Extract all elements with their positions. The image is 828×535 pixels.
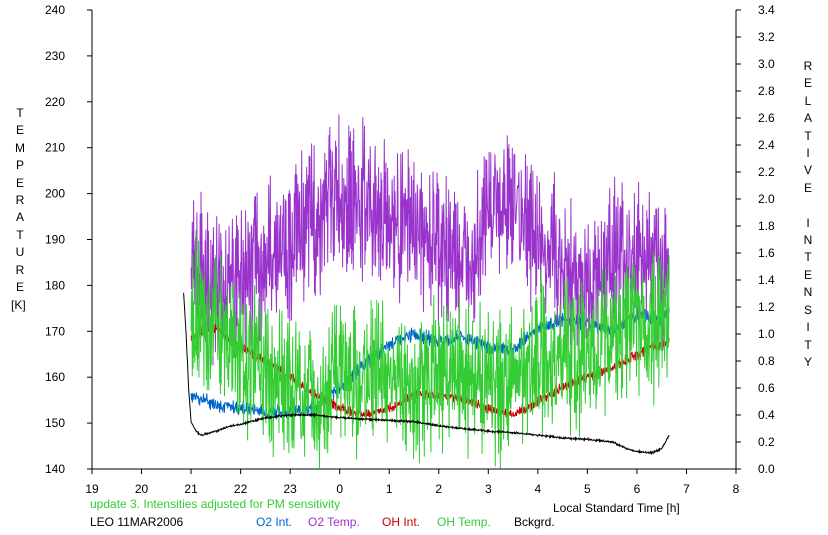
y-tick-label-left: 200 (45, 187, 65, 201)
x-tick-label: 3 (485, 482, 492, 496)
label-char: T (804, 250, 812, 265)
y-tick-label-right: 2.6 (758, 111, 775, 125)
y-tick-label-left: 230 (45, 49, 65, 63)
label-char: T (804, 128, 812, 143)
label-char: E (803, 267, 812, 282)
legend-item: OH Int. (382, 515, 421, 529)
y-tick-label-right: 1.0 (758, 327, 775, 341)
y-tick-label-right: 0.0 (758, 462, 775, 476)
y-tick-label-left: 160 (45, 370, 65, 384)
label-char: E (15, 280, 24, 295)
x-axis-label: Local Standard Time [h] (553, 501, 680, 515)
label-char: M (15, 140, 25, 155)
y-tick-label-right: 2.0 (758, 192, 775, 206)
legend-item: Bckgrd. (514, 515, 555, 529)
label-char: I (806, 215, 810, 230)
y-tick-label-right: 3.4 (758, 3, 775, 17)
y-tick-label-left: 240 (45, 3, 65, 17)
x-tick-label: 2 (435, 482, 442, 496)
y-tick-label-right: 2.4 (758, 138, 775, 152)
x-tick-label: 23 (283, 482, 297, 496)
y-tick-label-right: 3.0 (758, 57, 775, 71)
y-tick-label-left: 220 (45, 95, 65, 109)
y-tick-label-left: 190 (45, 233, 65, 247)
y-tick-label-left: 140 (45, 462, 65, 476)
x-tick-label: 21 (184, 482, 198, 496)
y-tick-label-right: 2.2 (758, 165, 775, 179)
x-tick-label: 8 (733, 482, 740, 496)
x-tick-label: 0 (336, 482, 343, 496)
label-char: U (15, 245, 25, 260)
x-tick-label: 20 (135, 482, 149, 496)
y-tick-label-left: 150 (45, 416, 65, 430)
x-tick-label: 22 (234, 482, 248, 496)
label-char: R (15, 262, 25, 277)
label-char: S (803, 302, 812, 317)
y-tick-label-right: 0.8 (758, 354, 775, 368)
label-char: T (16, 227, 24, 242)
label-char: A (803, 111, 812, 126)
label-char: N (803, 285, 813, 300)
legend-item: O2 Temp. (308, 515, 360, 529)
x-tick-label: 5 (584, 482, 591, 496)
label-char: E (15, 175, 24, 190)
x-tick-label: 1 (386, 482, 393, 496)
legend-item: OH Temp. (437, 515, 491, 529)
y-tick-label-left: 180 (45, 278, 65, 292)
series-line-oh-temp- (190, 230, 670, 470)
label-char: A (15, 210, 24, 225)
y-tick-label-right: 1.6 (758, 246, 775, 260)
label-char: V (803, 163, 812, 178)
label-char: Y (803, 354, 812, 369)
label-char: E (803, 76, 812, 91)
label-char: R (15, 193, 25, 208)
x-tick-label: 7 (683, 482, 690, 496)
annotation-date: LEO 11MAR2006 (90, 515, 184, 529)
y-tick-label-right: 1.8 (758, 219, 775, 233)
legend-item: O2 Int. (256, 515, 293, 529)
label-char: I (806, 320, 810, 335)
y-tick-label-left: 170 (45, 324, 65, 338)
tick-labels: 1401501601701801902002102202302400.00.20… (45, 3, 775, 496)
y-tick-label-right: 0.2 (758, 435, 775, 449)
label-char: R (803, 59, 813, 73)
series-line-bckgrd- (183, 292, 670, 456)
series-group (183, 114, 670, 470)
y-tick-label-right: 0.4 (758, 408, 775, 422)
y-tick-label-right: 2.8 (758, 84, 775, 98)
y-tick-label-right: 0.6 (758, 381, 775, 395)
y-tick-label-right: 1.2 (758, 300, 775, 314)
label-char (798, 197, 818, 214)
label-char: T (16, 106, 24, 120)
y-tick-label-left: 210 (45, 141, 65, 155)
label-char: P (15, 158, 24, 173)
x-tick-label: 19 (85, 482, 99, 496)
y-axis-unit-left: [K] (11, 298, 26, 312)
label-char: T (804, 337, 812, 352)
label-char: E (803, 180, 812, 195)
y-tick-label-right: 1.4 (758, 273, 775, 287)
label-char: L (804, 93, 812, 108)
x-tick-label: 4 (535, 482, 542, 496)
axes (87, 9, 741, 474)
label-char: E (15, 123, 24, 138)
x-tick-label: 6 (634, 482, 641, 496)
label-char: N (803, 233, 813, 248)
label-char: I (806, 146, 810, 161)
annotation-update: update 3. Intensities adjusted for PM se… (90, 497, 341, 511)
y-tick-label-right: 3.2 (758, 30, 775, 44)
